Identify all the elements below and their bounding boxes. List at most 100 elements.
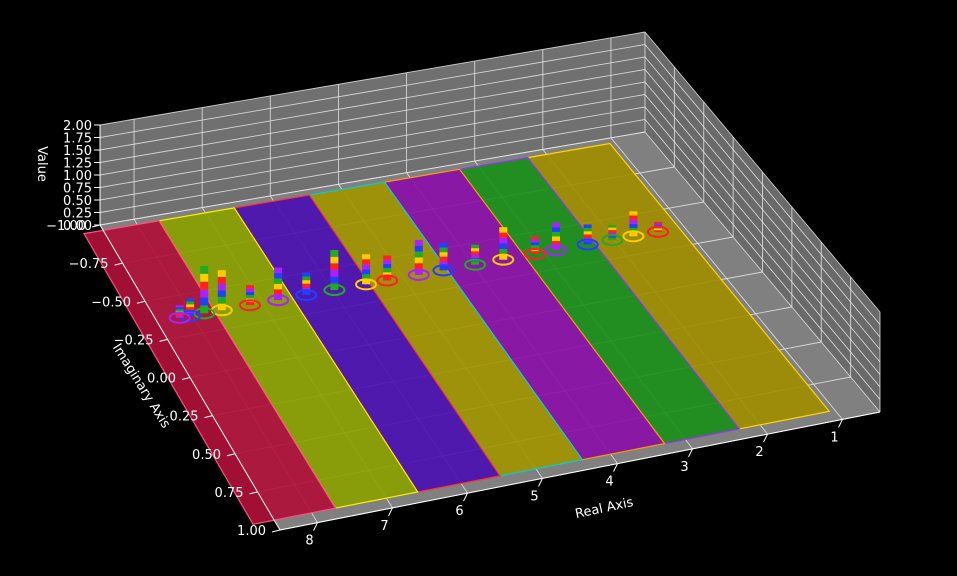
spike-segment	[274, 267, 283, 274]
x-tick-mark	[613, 463, 618, 472]
spike-segment	[608, 237, 617, 241]
x-tick-label: 3	[680, 460, 688, 475]
x-tick-mark	[763, 433, 768, 443]
y-tick-mark	[159, 338, 168, 342]
spike-segment	[383, 255, 392, 260]
spike-segment	[414, 245, 423, 252]
spike-segment	[217, 270, 226, 277]
spike-ring	[647, 225, 670, 238]
spike-segment	[330, 250, 339, 257]
spike-segment	[439, 242, 448, 248]
spike-segment	[654, 228, 663, 231]
y-tick-mark	[226, 453, 236, 457]
spike	[492, 227, 515, 266]
y-tick-label: 0.25	[170, 410, 199, 425]
spike-segment	[654, 230, 663, 232]
spike	[168, 305, 191, 324]
x-axis-label: Real Axis	[574, 495, 635, 522]
spike-segment	[302, 272, 311, 277]
x-tick-label: 6	[455, 504, 463, 519]
spike-segment	[439, 256, 448, 262]
spike-segment	[552, 227, 560, 232]
spike	[295, 272, 318, 302]
side-grid-z	[644, 44, 881, 325]
y-tick-label: 0.00	[147, 372, 176, 387]
spike-segment	[499, 238, 508, 244]
x-tick-label: 4	[605, 475, 613, 490]
spike	[355, 254, 378, 291]
spike	[647, 221, 670, 238]
band-7	[83, 220, 337, 525]
spike-segment	[246, 285, 254, 289]
spike-segment	[362, 269, 371, 275]
spike-segment	[414, 239, 423, 246]
spike-segment	[274, 278, 283, 284]
z-tick-label: 1.25	[63, 157, 92, 172]
spike-segment	[175, 313, 184, 316]
spike	[210, 270, 233, 317]
spike-segment	[439, 252, 448, 257]
spike-segment	[552, 222, 560, 228]
z-tick-label: 2.00	[63, 119, 92, 134]
spike-segment	[439, 265, 448, 271]
y-tick-mark	[114, 262, 123, 266]
spike-segment	[246, 301, 254, 306]
z-tick-label: 0.00	[63, 219, 92, 234]
z-tick-label: 1.00	[63, 169, 92, 184]
spike-ring	[376, 274, 399, 287]
spike-segment	[583, 241, 592, 245]
surface-bands	[83, 142, 831, 525]
spike-segment	[629, 232, 638, 237]
back-grid-z	[99, 81, 646, 176]
spike-segment	[274, 273, 283, 279]
spike	[576, 224, 599, 251]
back-grid-z	[99, 69, 646, 163]
x-axis-line	[279, 411, 881, 531]
spike-segment	[383, 268, 392, 273]
side-grid-z	[644, 106, 881, 388]
spike	[376, 255, 399, 287]
spike-segment	[175, 309, 184, 312]
spike-segment	[414, 257, 423, 264]
spike-segment	[200, 289, 209, 298]
y-tick-label: 1.00	[237, 524, 266, 539]
z-tick-label: 1.75	[63, 132, 92, 147]
z-tick-label: 1.50	[63, 144, 92, 159]
spike	[464, 244, 487, 271]
spike-segment	[217, 283, 226, 291]
back-grid-z	[99, 31, 646, 126]
spike-segment	[330, 276, 339, 284]
spike-ring	[295, 289, 318, 302]
spike-segment	[530, 236, 539, 240]
spike-segment	[471, 254, 480, 259]
spike-segment	[175, 315, 184, 318]
spike-segment	[629, 211, 638, 216]
side-grid-z	[644, 94, 881, 375]
spike	[238, 285, 261, 312]
z-axis-label: Value	[34, 146, 49, 182]
spike-segment	[175, 305, 184, 308]
spike-segment	[583, 224, 592, 228]
spike-segment	[246, 295, 254, 299]
x-tick-label: 5	[530, 489, 538, 504]
spike-segment	[629, 215, 638, 220]
side-grid-z	[644, 56, 881, 338]
y-tick-label: −0.50	[91, 295, 131, 310]
spike	[622, 211, 645, 243]
x-tick-label: 7	[380, 519, 388, 534]
spike-segment	[186, 304, 195, 308]
side-grid-z	[644, 81, 881, 363]
x-tick-label: 2	[755, 445, 763, 460]
spike-segment	[246, 288, 254, 292]
spike-segment	[499, 243, 508, 249]
spike-segment	[200, 273, 209, 282]
spike-segment	[552, 236, 560, 241]
spike-segment	[383, 263, 392, 268]
x-tick-mark	[388, 507, 393, 517]
spike-segment	[330, 256, 339, 264]
spike-segment	[330, 263, 339, 270]
spike-segment	[439, 247, 448, 253]
spike-segment	[471, 248, 480, 252]
spike-segment	[471, 261, 480, 265]
